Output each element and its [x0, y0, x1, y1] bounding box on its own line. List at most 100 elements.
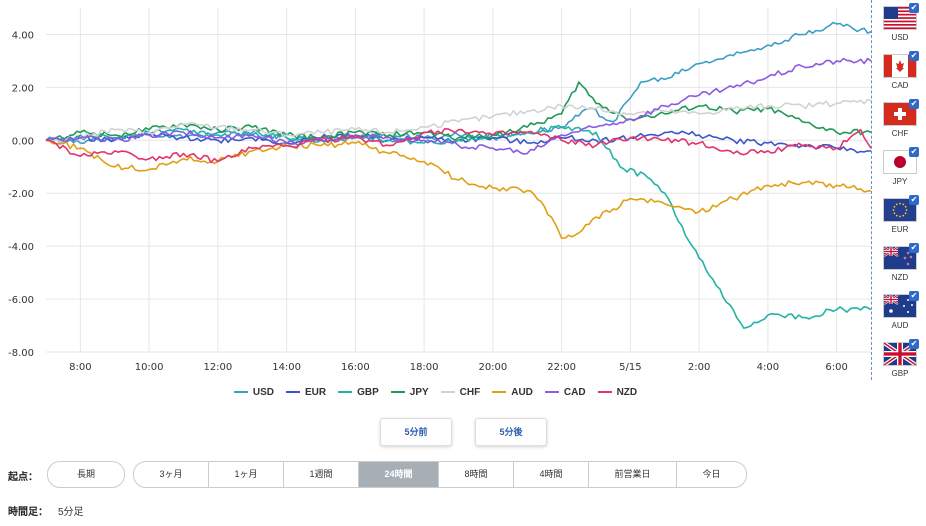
chart-grid — [46, 8, 871, 353]
series-line-chf — [45, 98, 871, 143]
currency-toggle-jpy[interactable]: ✔ JPY — [883, 147, 919, 196]
legend-item-usd[interactable]: USD — [233, 387, 274, 398]
checkbox-checked-icon[interactable]: ✔ — [909, 99, 919, 109]
chart-series — [45, 21, 871, 329]
legend-swatch — [390, 391, 405, 394]
series-line-gbp — [45, 124, 871, 329]
x-tick-label: 20:00 — [478, 362, 507, 373]
start-point-option[interactable]: 3ヶ月 — [134, 462, 209, 487]
currency-code-label: NZD — [891, 273, 909, 282]
start-point-option[interactable]: 24時間 — [359, 462, 439, 487]
y-tick-label: -6.00 — [8, 295, 34, 306]
legend-item-eur[interactable]: EUR — [285, 387, 327, 398]
series-line-usd — [45, 21, 871, 145]
currency-code-label: EUR — [891, 225, 909, 234]
currency-toggle-eur[interactable]: ✔ EUR — [883, 195, 919, 244]
currency-code-label: CAD — [891, 81, 909, 90]
checkbox-checked-icon[interactable]: ✔ — [909, 147, 919, 157]
currency-code-label: CHF — [891, 129, 909, 138]
start-point-option[interactable]: 1ヶ月 — [209, 462, 284, 487]
sidebar-divider — [871, 0, 872, 380]
x-tick-label: 5/15 — [619, 362, 641, 373]
jp-flag-icon — [883, 150, 917, 174]
legend-label: CAD — [563, 387, 586, 398]
series-line-aud — [45, 139, 871, 239]
start-point-option[interactable]: 前営業日 — [589, 462, 677, 487]
y-tick-label: -8.00 — [8, 348, 34, 359]
nz-flag-icon — [883, 246, 917, 270]
legend-swatch — [544, 391, 559, 394]
checkbox-checked-icon[interactable]: ✔ — [909, 51, 919, 61]
timeframe-value: 5分足 — [58, 507, 84, 518]
line-chart: 4.00 2.00 0.00 -2.00 -4.00 -6.00 -8.00 8:00 10:… — [8, 8, 871, 373]
x-tick-label: 10:00 — [135, 362, 164, 373]
checkbox-checked-icon[interactable]: ✔ — [909, 3, 919, 13]
chart-legend: USD EUR GBP JPY CHF AUD CAD NZD — [0, 387, 871, 398]
checkbox-checked-icon[interactable]: ✔ — [909, 291, 919, 301]
legend-label: JPY — [409, 387, 429, 398]
start-point-option[interactable]: 1週間 — [284, 462, 359, 487]
currency-toggle-usd[interactable]: ✔ USD — [883, 3, 919, 52]
long-term-button[interactable]: 長期 — [47, 461, 125, 488]
start-point-option[interactable]: 今日 — [702, 469, 721, 479]
start-point-option[interactable]: 4時間 — [514, 462, 589, 487]
currency-code-label: JPY — [892, 177, 908, 186]
series-line-cad — [45, 57, 871, 155]
currency-code-label: AUD — [891, 321, 909, 330]
x-tick-label: 22:00 — [547, 362, 576, 373]
legend-item-jpy[interactable]: JPY — [390, 387, 429, 398]
legend-item-nzd[interactable]: NZD — [597, 387, 638, 398]
prev-5min-button[interactable]: 5分前 — [380, 418, 452, 446]
currency-code-label: USD — [891, 33, 909, 42]
currency-sidebar: ✔ USD ✔ CAD ✔ CHF ✔ JPY ✔ EUR ✔ NZD ✔ AUD ✔ GBP — [871, 0, 926, 380]
x-tick-label: 14:00 — [272, 362, 301, 373]
legend-label: AUD — [511, 387, 533, 398]
x-tick-label: 12:00 — [203, 362, 232, 373]
start-point-selector: 3ヶ月 1ヶ月 1週間 24時間 8時間 4時間 前営業日 今日 — [133, 461, 747, 488]
x-tick-label: 2:00 — [688, 362, 710, 373]
currency-code-label: GBP — [891, 369, 909, 378]
au-flag-icon — [883, 294, 917, 318]
series-line-nzd — [45, 128, 871, 164]
currency-toggle-chf[interactable]: ✔ CHF — [883, 99, 919, 148]
legend-item-chf[interactable]: CHF — [440, 387, 481, 398]
legend-swatch — [233, 391, 248, 394]
legend-swatch — [492, 391, 507, 394]
x-axis-ticks: 8:00 10:00 12:00 14:00 16:00 18:00 20:00 22:00 5… — [69, 362, 848, 373]
x-tick-label: 18:00 — [410, 362, 439, 373]
legend-item-gbp[interactable]: GBP — [338, 387, 379, 398]
y-tick-label: 2.00 — [12, 83, 34, 94]
currency-toggle-nzd[interactable]: ✔ NZD — [883, 243, 919, 292]
checkbox-checked-icon[interactable]: ✔ — [909, 339, 919, 349]
x-tick-label: 16:00 — [341, 362, 370, 373]
legend-label: EUR — [304, 387, 327, 398]
legend-swatch — [597, 391, 612, 394]
checkbox-checked-icon[interactable]: ✔ — [909, 243, 919, 253]
legend-label: CHF — [459, 387, 481, 398]
legend-swatch — [338, 391, 353, 394]
series-line-jpy — [45, 81, 871, 142]
y-tick-label: -2.00 — [8, 189, 34, 200]
currency-toggle-aud[interactable]: ✔ AUD — [883, 291, 919, 340]
legend-swatch — [440, 391, 455, 394]
next-5min-button[interactable]: 5分後 — [475, 418, 547, 446]
legend-label: GBP — [357, 387, 379, 398]
x-tick-label: 4:00 — [757, 362, 779, 373]
eu-flag-icon — [883, 198, 917, 222]
us-flag-icon — [883, 6, 917, 30]
ca-flag-icon — [883, 54, 917, 78]
x-tick-label: 6:00 — [825, 362, 847, 373]
legend-swatch — [285, 391, 300, 394]
checkbox-checked-icon[interactable]: ✔ — [909, 195, 919, 205]
currency-toggle-cad[interactable]: ✔ CAD — [883, 51, 919, 100]
start-point-option[interactable]: 8時間 — [439, 462, 514, 487]
legend-item-cad[interactable]: CAD — [544, 387, 586, 398]
legend-label: NZD — [616, 387, 638, 398]
x-tick-label: 8:00 — [69, 362, 91, 373]
ch-flag-icon — [883, 102, 917, 126]
legend-item-aud[interactable]: AUD — [492, 387, 533, 398]
y-tick-label: 4.00 — [12, 30, 34, 41]
currency-toggle-gbp[interactable]: ✔ GBP — [883, 339, 919, 388]
y-axis-ticks: 4.00 2.00 0.00 -2.00 -4.00 -6.00 -8.00 — [8, 30, 34, 359]
start-point-label: 起点： — [8, 472, 38, 483]
